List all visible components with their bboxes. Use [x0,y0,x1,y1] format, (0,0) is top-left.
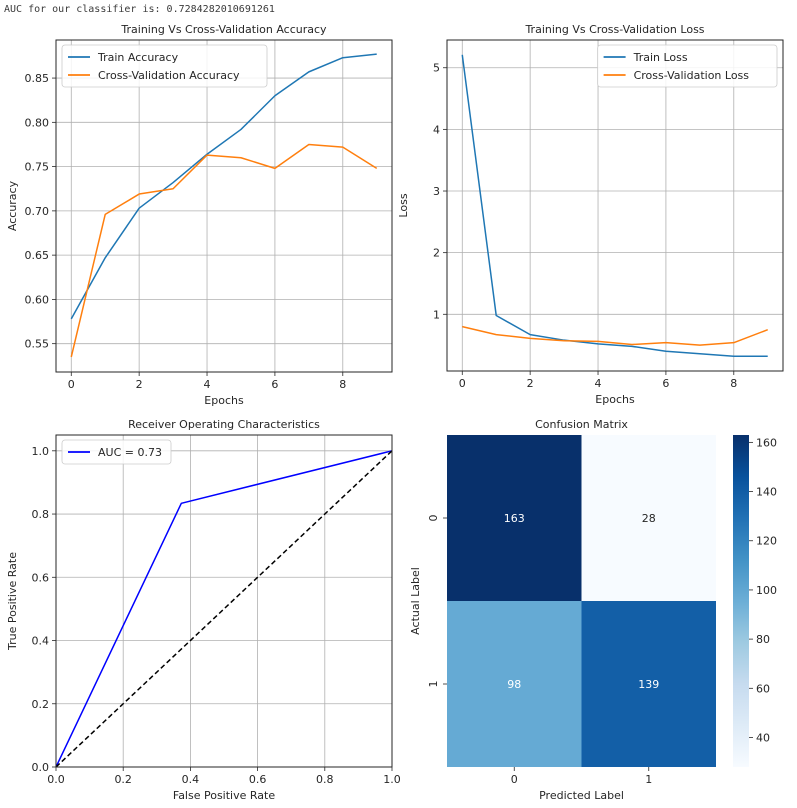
accuracy-series-train-accuracy [70,53,377,320]
loss-xtick-label: 2 [527,377,534,390]
accuracy-frame [55,39,393,373]
accuracy-ytick-label: 0.80 [25,116,50,129]
accuracy-legend-label: Train Accuracy [97,51,179,64]
loss-xlabel: Epochs [595,393,635,406]
heatmap-cell-value: 28 [642,512,656,525]
accuracy-xlabel: Epochs [204,394,244,407]
colorbar-tick-label: 140 [756,486,777,499]
accuracy-xtick-label: 2 [136,378,143,391]
roc-series-auc-0-73 [55,450,393,768]
roc-legend: AUC = 0.73 [61,439,172,465]
heatmap-ytick-label: 1 [427,681,440,688]
roc-ytick-label: 0.0 [32,761,50,774]
roc-xtick-label: 1.0 [383,773,401,786]
loss-ytick-label: 4 [433,123,440,136]
loss-ylabel: Loss [397,193,410,217]
accuracy-legend: Train Accuracy Cross-Validation Accuracy [61,44,268,88]
loss-xtick-label: 4 [595,377,602,390]
accuracy-xtick-label: 0 [68,378,75,391]
loss-xtick-label: 0 [459,377,466,390]
confusion-matrix-chart: 163 28 98 139 0 1 0 1 Confusion Matrix Predicted … [409,418,777,802]
accuracy-xtick-label: 4 [204,378,211,391]
accuracy-series-cross-validation-accuracy [70,143,378,358]
roc-legend-box [61,439,172,465]
loss-series-train-loss [461,54,768,357]
accuracy-ytick-label: 0.70 [25,205,50,218]
heatmap-ytick-label: 0 [427,515,440,522]
roc-xtick-label: 0.6 [249,773,267,786]
heatmap-ylabel: Actual Label [409,567,422,635]
roc-chart: 0.0 0.2 0.4 0.6 0.8 1.0 0.0 0.2 0.4 0.6 0.8 1.0 Rece… [6,418,401,802]
colorbar-tick-label: 60 [756,682,770,695]
loss-title: Training Vs Cross-Validation Loss [524,23,704,36]
loss-ytick-label: 2 [433,247,440,260]
heatmap-xlabel: Predicted Label [539,789,624,802]
roc-title: Receiver Operating Characteristics [128,418,320,431]
loss-legend-label: Cross-Validation Loss [634,69,750,82]
accuracy-ytick-label: 0.55 [25,338,50,351]
roc-ylabel: True Positive Rate [6,552,19,651]
heatmap-cell-value: 163 [504,512,525,525]
roc-xtick-label: 0.8 [316,773,334,786]
colorbar-tick-label: 120 [756,535,777,548]
roc-ytick-label: 0.8 [32,508,50,521]
roc-xtick-label: 0.4 [182,773,200,786]
console-output: AUC for our classifier is: 0.72842820106… [4,4,275,15]
roc-ytick-label: 0.2 [32,698,50,711]
loss-ytick-label: 1 [433,308,440,321]
roc-frame [55,434,393,768]
accuracy-legend-box [61,44,268,88]
loss-series-cross-validation-loss [462,325,768,346]
loss-legend-box [597,44,778,88]
loss-xtick-label: 8 [730,377,737,390]
loss-chart: 0 2 4 6 8 1 2 3 4 5 Training Vs Cross-Validation L… [397,23,784,406]
accuracy-title: Training Vs Cross-Validation Accuracy [120,23,327,36]
colorbar-tick-label: 40 [756,731,770,744]
accuracy-ylabel: Accuracy [6,180,19,231]
heatmap-cell [581,601,716,767]
heatmap-xtick-label: 1 [645,773,652,786]
accuracy-legend-label: Cross-Validation Accuracy [98,69,240,82]
roc-ytick-label: 0.6 [32,571,50,584]
loss-ytick-label: 5 [433,62,440,75]
heatmap-cell [581,435,716,601]
heatmap-cell-value: 98 [507,678,521,691]
accuracy-ytick-label: 0.60 [25,293,50,306]
loss-legend-label: Train Loss [633,51,688,64]
colorbar-tick-label: 160 [756,436,777,449]
loss-legend: Train Loss Cross-Validation Loss [597,44,778,88]
heatmap-cell [447,435,582,601]
accuracy-chart: 0 2 4 6 8 0.55 0.60 0.65 0.70 0.75 0.80 0.85 Trainin… [6,23,393,407]
accuracy-ytick-label: 0.65 [25,249,50,262]
colorbar [733,435,749,767]
roc-xtick-label: 0.0 [47,773,65,786]
heatmap-cell-value: 139 [638,678,659,691]
accuracy-ytick-label: 0.85 [25,72,50,85]
roc-xlabel: False Positive Rate [173,789,275,802]
accuracy-ytick-label: 0.75 [25,161,50,174]
colorbar-tick-label: 100 [756,584,777,597]
heatmap-title: Confusion Matrix [535,418,628,431]
heatmap-xtick-label: 0 [511,773,518,786]
loss-ytick-label: 3 [433,185,440,198]
accuracy-xtick-label: 8 [339,378,346,391]
roc-ytick-label: 1.0 [32,445,50,458]
loss-xtick-label: 6 [662,377,669,390]
roc-legend-label: AUC = 0.73 [98,446,162,459]
accuracy-xtick-label: 6 [271,378,278,391]
roc-ytick-label: 0.4 [32,635,50,648]
heatmap-cell [447,601,582,767]
colorbar-tick-label: 80 [756,633,770,646]
roc-xtick-label: 0.2 [114,773,132,786]
loss-frame [446,39,784,372]
roc-series-diagonal [55,450,393,768]
